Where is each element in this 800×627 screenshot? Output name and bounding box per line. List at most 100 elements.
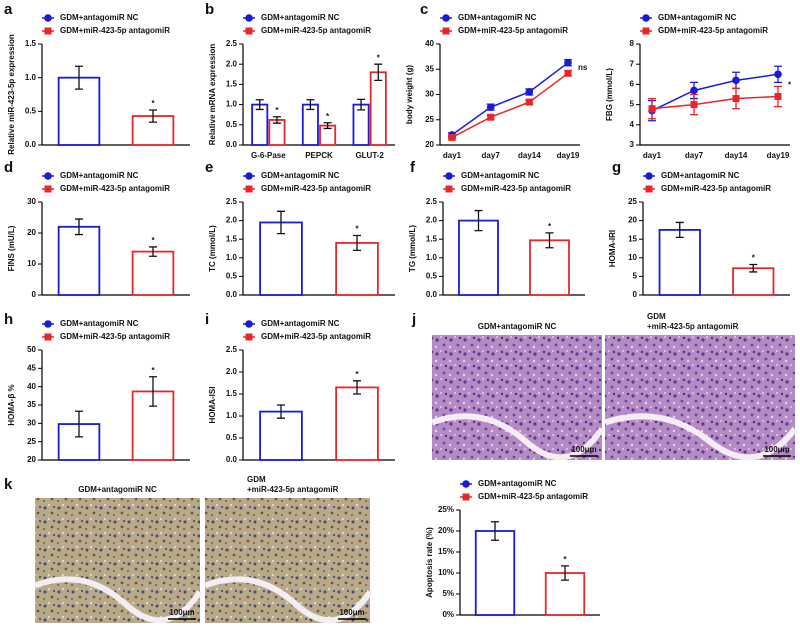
y-tick-label: 5 [630,100,635,109]
y-tick-label: 25% [438,505,454,514]
y-tick-label: 0.0 [226,290,238,299]
point [564,69,572,77]
y-tick-label: 3 [630,140,635,149]
point [525,98,533,106]
y-tick-label: 1.5 [226,234,238,243]
series-line [451,62,569,136]
point [487,113,495,121]
error-bar [561,565,569,581]
point [564,58,572,67]
legend-label: GDM+miR-423-5p antagomiR [261,26,371,35]
y-tick-label: 35 [425,64,434,73]
bar [458,219,499,296]
annotation: * [355,370,359,379]
bar [251,103,269,146]
annotation: * [377,53,381,62]
legend-label: GDM+antagomiR NC [60,319,139,328]
y-axis-label: HOMA-IRI [608,230,617,267]
y-tick-label: 30 [27,418,36,427]
y-tick-label: 1.5 [426,234,438,243]
y-axis-label: TC (mmol/L) [208,225,217,272]
micrograph [35,498,200,623]
error-bar [491,521,499,541]
micrograph [432,335,602,460]
y-tick-label: 0.5 [226,433,238,442]
error-bar [323,122,332,130]
y-tick-label: 0.0 [226,140,238,149]
y-tick-label: 0.0 [25,140,37,149]
legend-label: GDM+antagomiR NC [478,479,557,488]
panel-letter: g [612,159,621,176]
y-tick-label: 20 [425,140,434,149]
y-tick-label: 45 [27,363,36,372]
annotation: ns [578,63,588,72]
panel-letter: h [4,311,13,328]
y-tick-label: 20 [27,455,36,464]
legend-label: GDM+miR-423-5p antagomiR [658,26,768,35]
y-tick-label: 7 [630,59,635,68]
y-axis-label: Relative miR-423-5p expression [7,34,16,155]
y-tick-label: 1.0 [25,73,37,82]
legend-label: GDM+miR-423-5p antagomiR [478,492,588,501]
legend-label: GDM+miR-423-5p antagomiR [458,26,568,35]
y-tick-label: 1.0 [426,253,438,262]
panel-letter: k [4,476,13,493]
error-bar [545,232,554,249]
y-tick-label: 10 [27,259,36,268]
tissue-gap [604,413,798,461]
annotation: * [275,106,279,115]
micrograph-title: +miR-423-5p antagomiR [247,485,339,494]
point [732,76,740,85]
y-tick-label: 20% [438,526,454,535]
y-tick-label: 20 [628,216,637,225]
error-bar [255,99,264,111]
legend-label: GDM+miR-423-5p antagomiR [60,184,170,193]
legend-label: GDM+antagomiR NC [661,171,740,180]
bar [301,103,319,146]
legend-label: GDM+antagomiR NC [458,13,537,22]
y-tick-label: 2.5 [226,39,238,48]
panel-letter: e [205,159,213,176]
scale-label: 100μm [764,445,789,454]
error-bar [149,376,157,407]
bar [529,239,570,296]
legend-label: GDM+antagomiR NC [658,13,737,22]
error-bar [277,404,285,419]
y-tick-label: 2.5 [226,197,238,206]
y-tick-label: 2.5 [426,197,438,206]
y-tick-label: 0.0 [426,290,438,299]
x-tick-label: GLUT-2 [355,151,384,160]
y-tick-label: 10% [438,568,454,577]
error-bar [357,98,366,111]
y-tick-label: 40 [425,39,434,48]
legend-label: GDM+antagomiR NC [60,171,139,180]
annotation: * [326,112,330,121]
y-tick-label: 2.0 [426,216,438,225]
point [525,88,534,96]
y-tick-label: 40 [27,382,36,391]
y-axis-label: FINS (mU/L) [7,225,16,271]
y-axis-label: body weight (g) [405,65,414,124]
x-tick-label: day19 [767,151,790,160]
panel-letter: c [420,1,428,18]
y-tick-label: 0.5 [226,120,238,129]
y-tick-label: 2.0 [226,216,238,225]
y-tick-label: 2.0 [226,59,238,68]
legend-label: GDM+miR-423-5p antagomiR [261,184,371,193]
annotation: * [151,99,155,108]
bar [259,410,303,461]
error-bar [374,63,383,82]
y-tick-label: 1.0 [226,100,238,109]
y-tick-label: 2.5 [226,345,238,354]
y-tick-label: 35 [27,400,36,409]
y-tick-label: 30 [425,90,434,99]
y-axis-label: Apoptosis rate (%) [425,527,434,598]
panel-letter: f [410,159,416,176]
point [448,133,456,141]
y-tick-label: 25 [425,115,434,124]
x-tick-label: PEPCK [305,151,333,160]
y-axis-label: HOMA-β % [7,384,16,425]
series-line [651,95,779,110]
annotation: * [548,222,552,231]
